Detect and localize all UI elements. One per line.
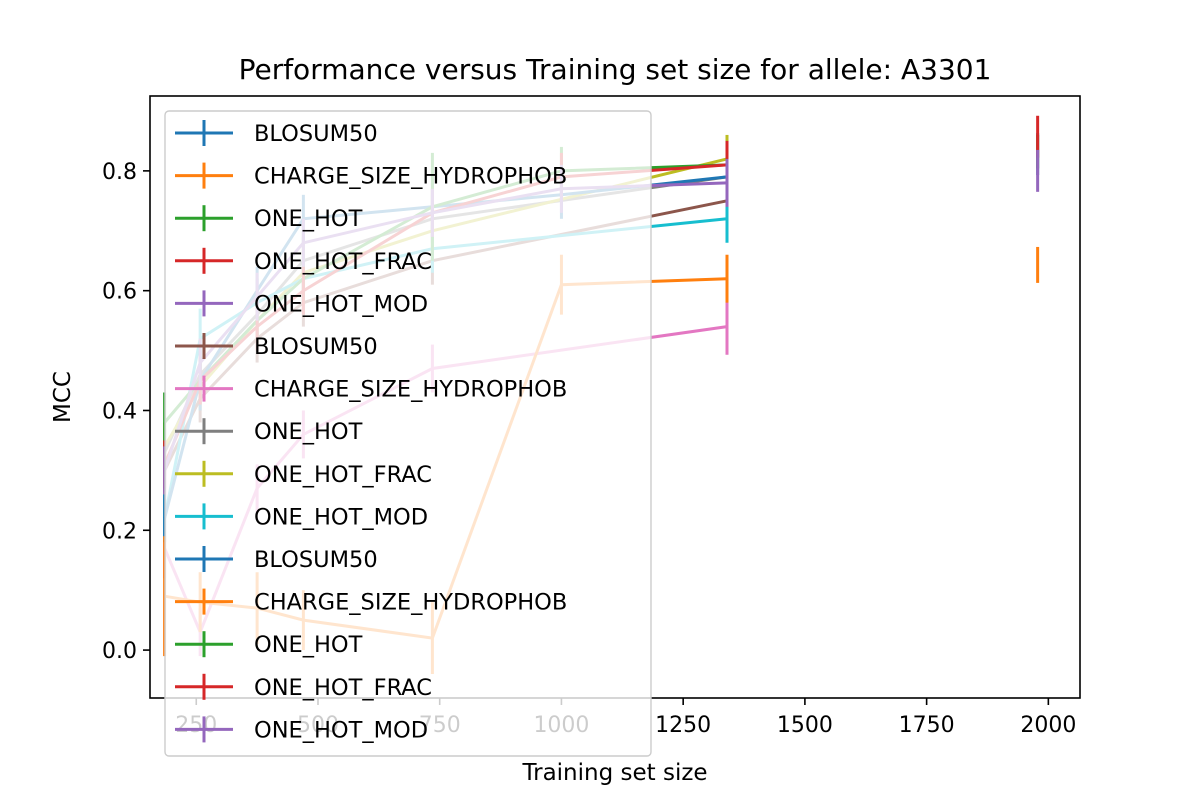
y-tick-label: 0.0	[102, 639, 137, 664]
legend-label: ONE_HOT_MOD	[254, 291, 428, 317]
legend-label: ONE_HOT_MOD	[254, 717, 428, 743]
legend-label: CHARGE_SIZE_HYDROPHOB	[254, 164, 567, 190]
legend-item: CHARGE_SIZE_HYDROPHOB	[175, 588, 567, 616]
x-tick-label: 1750	[899, 713, 955, 738]
legend-item: BLOSUM50	[175, 120, 378, 147]
legend-label: ONE_HOT	[254, 419, 363, 445]
legend-item: CHARGE_SIZE_HYDROPHOB	[175, 162, 567, 190]
legend: BLOSUM50 CHARGE_SIZE_HYDROPHOB ONE_HOT ONE_…	[164, 110, 652, 757]
x-tick-label: 2000	[1020, 713, 1076, 738]
legend-label: ONE_HOT_FRAC	[254, 462, 432, 488]
legend-label: ONE_HOT	[254, 206, 363, 232]
legend-box	[164, 110, 652, 757]
legend-label: ONE_HOT	[254, 632, 363, 658]
legend-item: ONE_HOT	[175, 418, 363, 445]
legend-item: BLOSUM50	[175, 333, 378, 360]
legend-label: BLOSUM50	[254, 334, 378, 360]
legend-item: CHARGE_SIZE_HYDROPHOB	[175, 375, 567, 403]
chart-title: Performance versus Training set size for…	[239, 53, 992, 86]
legend-item: ONE_HOT_FRAC	[175, 247, 432, 275]
legend-item: ONE_HOT_MOD	[175, 503, 428, 530]
legend-item: ONE_HOT_MOD	[175, 290, 428, 317]
legend-item: ONE_HOT	[175, 205, 363, 232]
x-axis-label: Training set size	[521, 760, 707, 786]
legend-item: ONE_HOT_FRAC	[175, 460, 432, 488]
legend-item: BLOSUM50	[175, 546, 378, 573]
legend-label: ONE_HOT_MOD	[254, 504, 428, 530]
legend-label: ONE_HOT_FRAC	[254, 675, 432, 701]
y-tick-label: 0.4	[102, 399, 137, 424]
legend-item: ONE_HOT_FRAC	[175, 673, 432, 701]
x-tick-label: 1250	[655, 713, 711, 738]
legend-label: BLOSUM50	[254, 547, 378, 573]
x-tick-label: 1500	[777, 713, 833, 738]
legend-item: ONE_HOT_MOD	[175, 716, 428, 743]
y-tick-label: 0.2	[102, 519, 137, 544]
y-tick-label: 0.6	[102, 280, 137, 305]
y-tick-label: 0.8	[102, 160, 137, 185]
legend-label: ONE_HOT_FRAC	[254, 249, 432, 275]
legend-label: CHARGE_SIZE_HYDROPHOB	[254, 590, 567, 616]
legend-item: ONE_HOT	[175, 631, 363, 658]
legend-label: BLOSUM50	[254, 121, 378, 147]
legend-label: CHARGE_SIZE_HYDROPHOB	[254, 377, 567, 403]
y-axis-label: MCC	[50, 371, 76, 423]
